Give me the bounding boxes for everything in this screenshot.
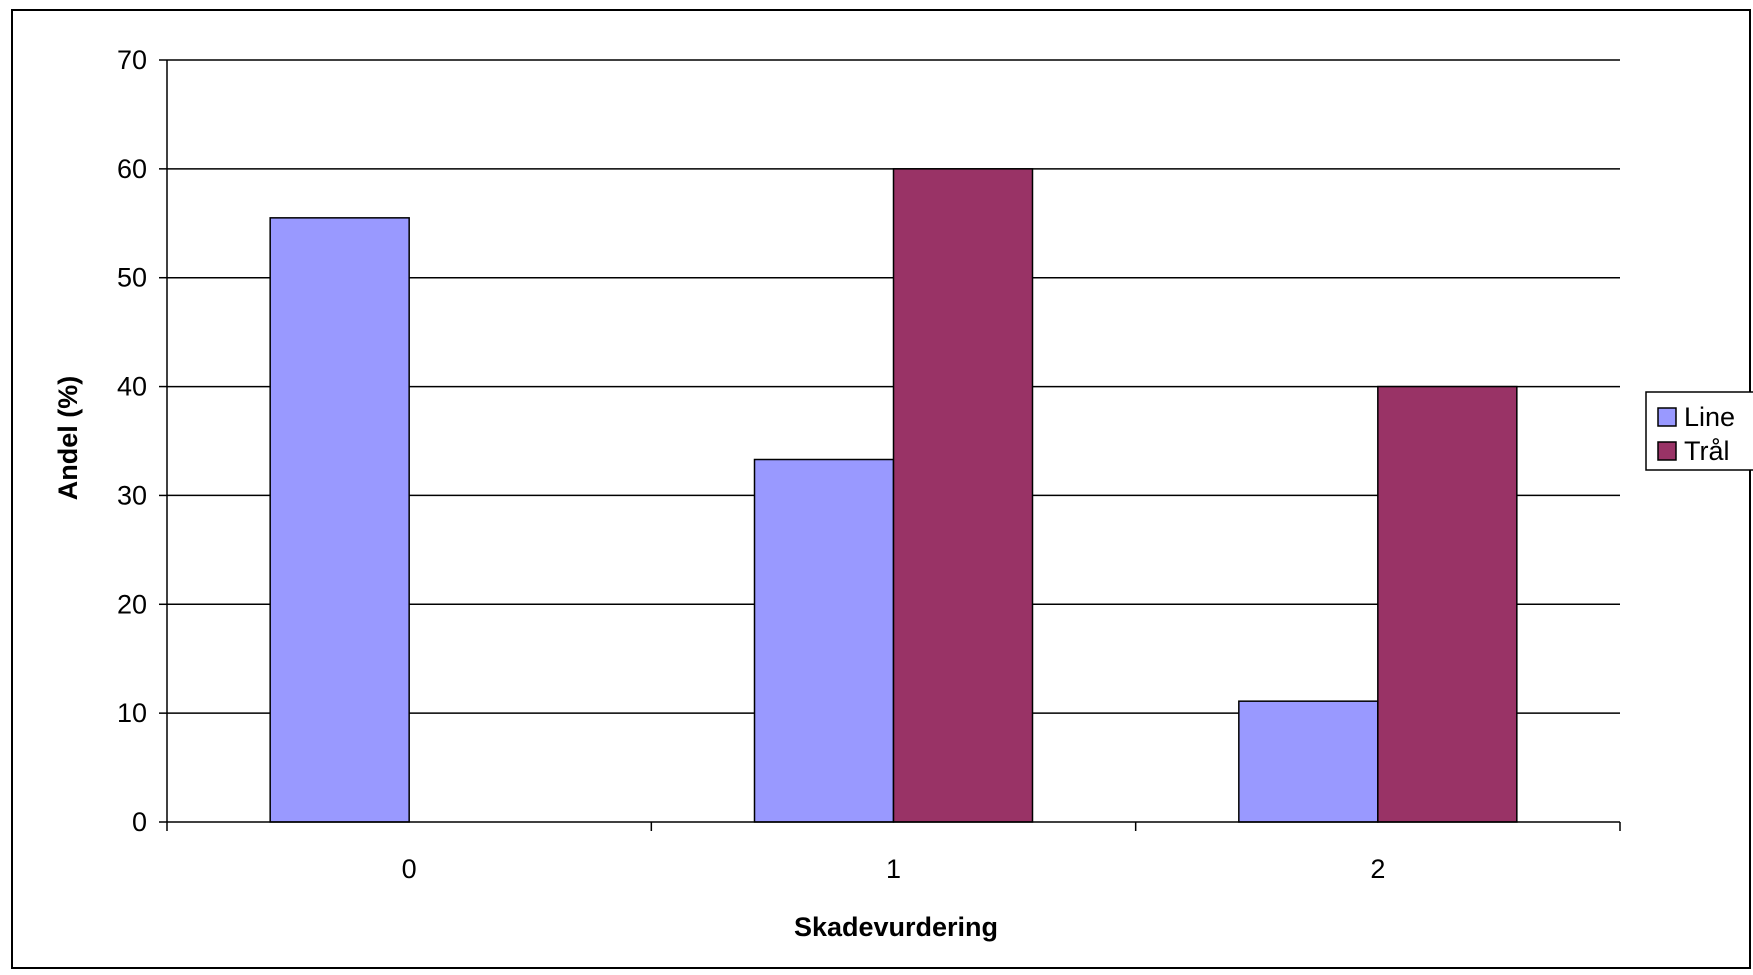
- y-tick-label: 20: [117, 589, 147, 619]
- bar-line-1: [753, 458, 895, 823]
- y-tick-label: 50: [117, 263, 147, 293]
- y-tick-label: 0: [132, 807, 147, 837]
- legend-label-trål: Trål: [1684, 436, 1730, 466]
- legend: Line Trål: [1645, 391, 1753, 471]
- y-tick-label: 30: [117, 480, 147, 510]
- legend-swatch-line: [1657, 407, 1677, 427]
- legend-swatch-trål: [1657, 441, 1677, 461]
- bar-trål-2: [1377, 385, 1518, 823]
- x-tick-label: 0: [402, 854, 417, 884]
- legend-label-line: Line: [1684, 402, 1735, 432]
- bar-line-2: [1238, 700, 1379, 823]
- y-tick-label: 10: [117, 698, 147, 728]
- y-axis-title: Andel (%): [53, 376, 83, 501]
- y-tick-label: 60: [117, 154, 147, 184]
- x-tick-label: 1: [886, 854, 901, 884]
- bar-trål-1: [892, 168, 1034, 823]
- y-tick-label: 40: [117, 372, 147, 402]
- axes: 0 10 20 30 40 50 60 70 0 1 2: [117, 45, 1621, 884]
- y-tick-label: 70: [117, 45, 147, 75]
- bar-line-0: [269, 217, 410, 823]
- x-tick-label: 2: [1370, 854, 1385, 884]
- x-axis-title: Skadevurdering: [794, 912, 998, 942]
- bars: [269, 168, 1518, 823]
